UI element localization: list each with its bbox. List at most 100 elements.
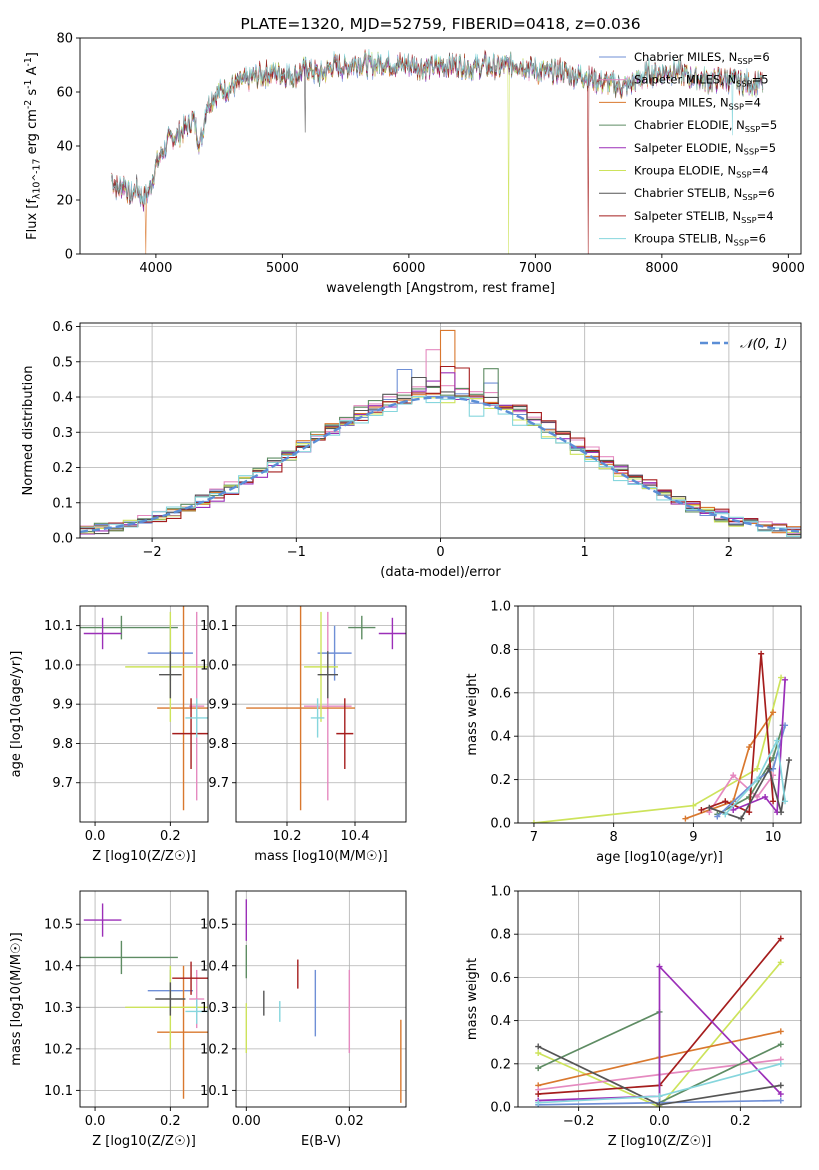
y-tick-label: 20 bbox=[56, 194, 73, 209]
spectrum-line bbox=[111, 48, 764, 205]
y-tick-label: 0.2 bbox=[490, 1057, 511, 1072]
y-axis-label: mass weight bbox=[465, 673, 480, 755]
x-tick-label: 7 bbox=[530, 830, 538, 845]
error-point bbox=[80, 940, 178, 975]
y-tick-label: 10.1 bbox=[44, 619, 73, 634]
x-tick-label: 0.2 bbox=[730, 1114, 751, 1129]
x-tick-label: 9 bbox=[689, 830, 697, 845]
weight-marker bbox=[777, 1060, 784, 1067]
x-tick-label: 0 bbox=[436, 545, 444, 560]
weight-marker bbox=[777, 1028, 784, 1035]
y-tick-label: 0.6 bbox=[490, 686, 511, 701]
weight-marker bbox=[770, 754, 777, 761]
weight-marker bbox=[530, 820, 537, 823]
histogram-step bbox=[80, 395, 801, 538]
weight-marker bbox=[730, 772, 737, 779]
weight-marker bbox=[746, 744, 753, 751]
y-tick-label: 9.7 bbox=[52, 776, 73, 791]
y-tick-label: 10.5 bbox=[200, 918, 229, 933]
legend-label: Kroupa STELIB, NSSP​=6 bbox=[634, 232, 766, 248]
legend-label: Kroupa ELODIE, NSSP​=4 bbox=[634, 164, 769, 180]
error-point bbox=[336, 698, 354, 769]
x-axis-label: mass [log10(M/M☉)] bbox=[254, 849, 387, 864]
y-tick-label: 1.0 bbox=[490, 600, 511, 615]
x-axis-label: (data-model)/error bbox=[380, 565, 501, 580]
weight-marker bbox=[714, 813, 721, 820]
y-tick-label: 0.4 bbox=[490, 1014, 511, 1029]
y-tick-label: 10.0 bbox=[200, 658, 229, 673]
axes-frame bbox=[517, 605, 802, 824]
x-tick-label: −1 bbox=[287, 545, 306, 560]
x-tick-label: 1 bbox=[581, 545, 589, 560]
x-tick-label: 10.2 bbox=[273, 829, 302, 844]
y-tick-label: 9.9 bbox=[208, 698, 229, 713]
weight-line bbox=[537, 961, 782, 1107]
weight-marker bbox=[706, 804, 713, 811]
weight-marker bbox=[535, 1099, 542, 1106]
chart-mass-weight-vs-age: 7 8 9 10 0.0 0.2 0.4 0.6 0.8 1.0 age [log10(age/yr… bbox=[465, 600, 802, 865]
weight-line bbox=[533, 677, 782, 823]
y-tick-label: 10.1 bbox=[200, 619, 229, 634]
weight-marker bbox=[730, 806, 737, 813]
x-tick-label: 0.0 bbox=[85, 1114, 106, 1129]
y-tick-label: 80 bbox=[56, 32, 73, 47]
weight-marker bbox=[777, 1091, 784, 1098]
x-tick-label: 0.2 bbox=[160, 1114, 181, 1129]
y-tick-label: 0.0 bbox=[490, 1101, 511, 1116]
weight-marker bbox=[722, 811, 729, 818]
weight-line bbox=[538, 964, 782, 1102]
y-axis-label: age [log10(age/yr)] bbox=[9, 651, 24, 778]
legend-label: Salpeter MILES, NSSP​=5 bbox=[634, 73, 769, 89]
weight-marker bbox=[535, 1065, 542, 1072]
y-tick-label: 0.3 bbox=[52, 426, 73, 441]
y-tick-label: 10.2 bbox=[44, 1042, 73, 1057]
legend-label: Chabrier STELIB, NSSP​=6 bbox=[634, 186, 775, 202]
y-tick-label: 60 bbox=[56, 86, 73, 101]
x-tick-label: 8000 bbox=[645, 261, 678, 276]
y-tick-label: 0.2 bbox=[52, 461, 73, 476]
weight-marker bbox=[690, 802, 697, 809]
y-tick-label: 0.2 bbox=[490, 773, 511, 788]
weight-marker bbox=[777, 935, 784, 942]
legend-label: Kroupa MILES, NSSP​=4 bbox=[634, 95, 761, 111]
chart-age-vs-mass: 10.2 10.4 9.7 9.8 9.9 10.0 10.1 mass [log10(M/M… bbox=[200, 605, 407, 864]
weight-marker bbox=[754, 776, 761, 783]
y-tick-label: 0 bbox=[65, 248, 73, 263]
y-tick-label: 10.4 bbox=[44, 959, 73, 974]
y-tick-label: 9.8 bbox=[208, 737, 229, 752]
weight-line bbox=[708, 774, 774, 813]
weight-marker bbox=[535, 1043, 542, 1050]
error-point bbox=[304, 611, 352, 801]
weight-marker bbox=[758, 650, 765, 657]
weight-marker bbox=[777, 1082, 784, 1089]
weight-marker bbox=[778, 674, 785, 681]
y-tick-label: 0.6 bbox=[52, 320, 73, 335]
x-axis-label: Z [log10(Z/Z☉)] bbox=[92, 849, 196, 864]
weight-marker bbox=[786, 757, 793, 764]
y-tick-label: 10.3 bbox=[44, 1001, 73, 1016]
chart-residuals: −2 −1 0 1 2 0.0 0.1 0.2 0.3 0.4 0.5 0.6 (data-model)… bbox=[21, 320, 802, 580]
normal-curve bbox=[80, 396, 801, 533]
x-tick-label: 7000 bbox=[519, 261, 552, 276]
error-point bbox=[83, 617, 122, 650]
y-tick-label: 10.3 bbox=[200, 1001, 229, 1016]
x-tick-label: 0.0 bbox=[85, 829, 106, 844]
weight-marker bbox=[754, 765, 761, 772]
y-tick-label: 0.5 bbox=[52, 355, 73, 370]
error-point bbox=[304, 611, 338, 722]
legend-label: 𝒩(0, 1) bbox=[740, 337, 787, 352]
weight-marker bbox=[722, 798, 729, 805]
weight-marker bbox=[698, 806, 705, 813]
axes-frame bbox=[235, 890, 407, 1108]
x-tick-label: 10.4 bbox=[341, 829, 370, 844]
y-tick-label: 10.4 bbox=[200, 959, 229, 974]
plot-area bbox=[245, 899, 402, 1103]
error-point bbox=[378, 617, 406, 650]
x-tick-label: 0.2 bbox=[160, 829, 181, 844]
axes-frame bbox=[235, 605, 407, 823]
weight-marker bbox=[774, 737, 781, 744]
plot-area bbox=[80, 606, 208, 811]
x-tick-label: 10 bbox=[765, 830, 782, 845]
y-tick-label: 10.2 bbox=[200, 1042, 229, 1057]
weight-marker bbox=[777, 1097, 784, 1104]
